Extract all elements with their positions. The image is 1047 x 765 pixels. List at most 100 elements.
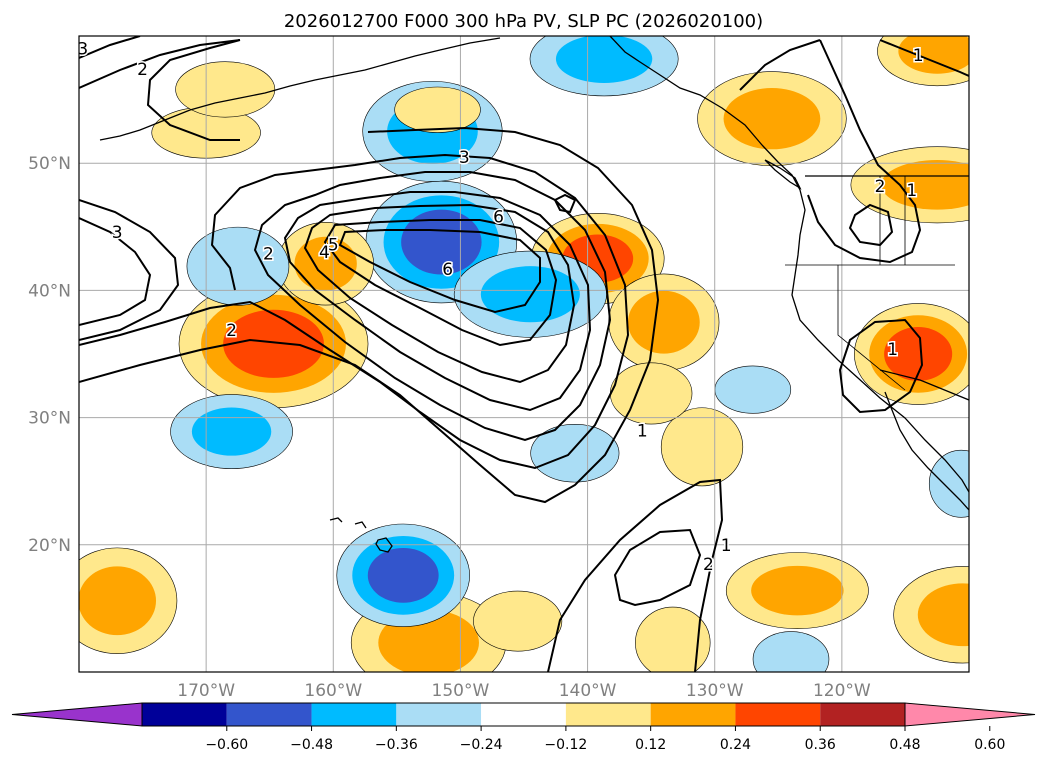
coastlines — [99, 36, 969, 553]
colorbar-tick-label: 0.60 — [974, 737, 1005, 753]
contour-label: 5 — [328, 236, 339, 256]
pv-fill-level — [191, 407, 272, 456]
pv-fill-level — [609, 362, 693, 425]
pv-fill-level — [884, 327, 953, 381]
colorbar-tick-label: −0.24 — [460, 737, 503, 753]
pv-anomaly — [609, 362, 693, 425]
contour-label: 1 — [913, 46, 924, 66]
pv-fill-level — [635, 606, 711, 672]
pv-fill-level — [898, 36, 969, 74]
colorbar-tick-label: 0.24 — [720, 737, 751, 753]
contour-label: 1 — [721, 536, 732, 556]
contour-label: 6 — [442, 260, 453, 280]
slp-contour-2-main — [79, 153, 630, 470]
graticule — [79, 36, 969, 672]
slp-contour-2-south — [613, 528, 702, 607]
colorbar-tick-label: −0.12 — [544, 737, 587, 753]
chart-title: 2026012700 F000 300 hPa PV, SLP PC (2026… — [284, 11, 763, 32]
colorbar-segment — [565, 703, 651, 726]
contour-label: 4 — [319, 243, 330, 263]
map-frame — [78, 35, 970, 673]
pv-anomaly — [635, 606, 711, 672]
pv-anomaly — [529, 36, 679, 97]
pv-fill-level — [917, 583, 969, 647]
slp-contour-1-ne — [879, 39, 969, 77]
pv-fill-level — [714, 365, 792, 414]
contour-label: 2 — [703, 555, 714, 575]
contour-label: 3 — [77, 40, 88, 60]
pv-fill-level — [175, 61, 276, 118]
colorbar-extend-low — [11, 702, 143, 727]
contour-label: 3 — [112, 223, 123, 243]
colorbar-tick-label: 0.36 — [805, 737, 836, 753]
pv-anomaly — [336, 523, 470, 627]
colorbar-tick-label: 0.48 — [889, 737, 920, 753]
slp-contour-2-north — [79, 39, 241, 141]
slp-contour-5 — [303, 203, 576, 384]
pv-anomaly — [714, 365, 792, 414]
coastline-hawaii — [329, 517, 393, 553]
pv-anomaly — [697, 71, 847, 167]
slp-contours — [79, 36, 969, 672]
pv-fill-level — [473, 590, 563, 652]
contour-label: 2 — [875, 177, 886, 197]
contour-label: 1 — [887, 340, 898, 360]
pv-fill-level — [367, 547, 439, 603]
lon-tick-label: 150°W — [432, 681, 490, 701]
pv-fill-level — [186, 226, 290, 306]
slp-contour-small-ak — [553, 193, 577, 214]
slp-contour-2-east — [848, 203, 894, 247]
lon-tick-label: 140°W — [559, 681, 617, 701]
axis-tick-labels: 170°W 160°W 150°W 140°W 130°W 120°W 20°N 30°N 40… — [28, 154, 871, 701]
slp-contour-1-cal — [838, 318, 924, 414]
pv-anomaly — [660, 407, 744, 487]
pv-anomaly — [394, 86, 481, 133]
contour-label: 1 — [906, 181, 917, 201]
border-states — [785, 176, 955, 391]
colorbar-segment — [650, 703, 736, 726]
pv-anomaly — [175, 61, 276, 118]
pv-fill-level — [480, 266, 580, 323]
lon-tick-label: 160°W — [304, 681, 362, 701]
pv-anomaly — [752, 631, 830, 672]
colorbar-segment — [396, 703, 482, 726]
pv-fill-level — [723, 88, 821, 150]
pv-anomaly — [186, 226, 290, 306]
colorbar-tick-label: −0.48 — [290, 737, 333, 753]
colorbar-tick-labels: −0.60 −0.48 −0.36 −0.24 −0.12 0.12 0.24 0.36 0.4… — [205, 726, 1005, 753]
colorbar-tick-label: 0.12 — [635, 737, 666, 753]
pv-anomaly — [530, 424, 620, 483]
slp-contour-3 — [253, 171, 612, 442]
colorbar-segment — [820, 703, 905, 726]
pv-fill-level — [401, 209, 482, 275]
slp-contour-1-east — [739, 39, 922, 264]
coastline-pacific-northwest — [609, 36, 969, 493]
colorbar-segment — [226, 703, 312, 726]
slp-contour-7 — [338, 229, 541, 314]
pv-fill-level — [394, 86, 481, 133]
pv-fill-level — [530, 424, 620, 483]
colorbar-tick-label: −0.60 — [205, 737, 248, 753]
pv-fill-level — [928, 449, 969, 518]
pv-anomaly — [854, 303, 969, 405]
contour-label: 2 — [263, 245, 274, 265]
slp-contour-2-west — [79, 199, 180, 341]
pv-fill-level — [79, 566, 157, 636]
pv-fill-level — [555, 36, 653, 83]
pv-anomaly — [79, 547, 178, 654]
pv-fill-level — [660, 407, 744, 487]
pv-fill-level — [752, 631, 830, 672]
pv-fill-level — [627, 290, 700, 354]
slp-contour-1-south — [547, 478, 724, 672]
pv-anomaly — [877, 36, 969, 87]
pv-anomaly — [725, 552, 869, 629]
pv-fill-level — [223, 309, 324, 378]
pv-fill-layer — [79, 36, 969, 672]
pv-fill-level — [751, 565, 844, 616]
colorbar: −0.60 −0.48 −0.36 −0.24 −0.12 0.12 0.24 0.36 0.4… — [11, 702, 1036, 753]
colorbar-segment — [481, 703, 566, 726]
pv-anomaly — [850, 146, 969, 224]
colorbar-tick-label: −0.36 — [375, 737, 418, 753]
